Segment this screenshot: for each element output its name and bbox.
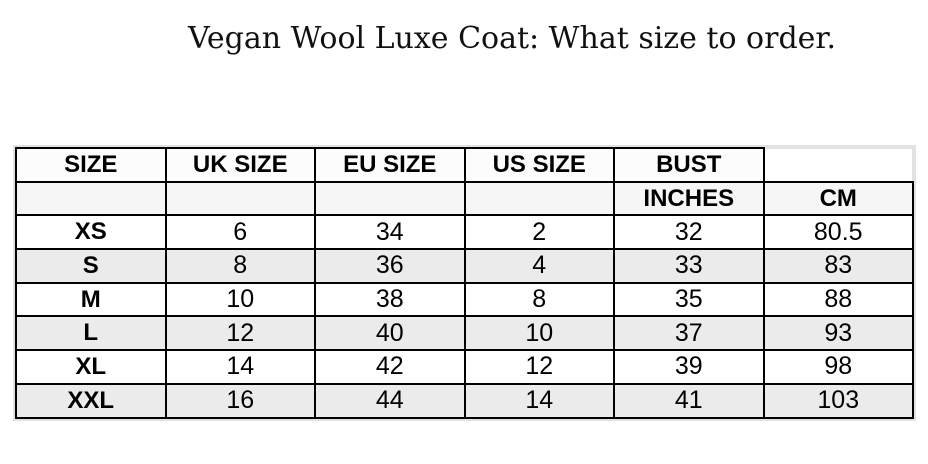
- cell-bust-inches: 39: [613, 349, 765, 385]
- cell-eu-size: 40: [314, 315, 466, 352]
- cell-us-size: 12: [463, 349, 615, 385]
- cell-bust-inches: 41: [613, 382, 765, 419]
- cell-eu-size: 36: [314, 248, 466, 284]
- cell-size: XS: [15, 214, 167, 251]
- cell-bust-cm: 88: [762, 281, 914, 318]
- header-cell-eu-size: EU SIZE: [314, 147, 466, 183]
- cell-size: M: [15, 281, 167, 318]
- cell-uk-size: 8: [164, 248, 316, 284]
- cell-uk-size: 10: [164, 281, 316, 318]
- header-cell-bust: BUST: [613, 147, 765, 183]
- cell-size: XXL: [15, 382, 167, 419]
- cell-bust-inches: 32: [613, 214, 765, 251]
- cell-uk-size: 14: [164, 349, 316, 385]
- header2-cell-inches: INCHES: [613, 180, 765, 217]
- cell-size: L: [15, 315, 167, 352]
- header-cell-uk-size: UK SIZE: [164, 147, 316, 183]
- size-chart: SIZE UK SIZE EU SIZE US SIZE BUST INCHES…: [13, 145, 916, 421]
- header-row-1: SIZE UK SIZE EU SIZE US SIZE BUST: [15, 147, 914, 183]
- row-s: S 8 36 4 33 83: [15, 248, 914, 284]
- header-cell-size: SIZE: [15, 147, 167, 183]
- header2-cell-empty-uk: [164, 180, 316, 217]
- header-cell-empty: [762, 147, 914, 183]
- header2-cell-cm: CM: [762, 180, 914, 217]
- cell-bust-inches: 37: [613, 315, 765, 352]
- cell-uk-size: 12: [164, 315, 316, 352]
- size-chart-table: SIZE UK SIZE EU SIZE US SIZE BUST INCHES…: [15, 147, 914, 419]
- row-l: L 12 40 10 37 93: [15, 315, 914, 352]
- cell-bust-cm: 98: [762, 349, 914, 385]
- header2-cell-empty-eu: [314, 180, 466, 217]
- header-row-2: INCHES CM: [15, 180, 914, 217]
- row-xl: XL 14 42 12 39 98: [15, 349, 914, 385]
- cell-eu-size: 34: [314, 214, 466, 251]
- cell-bust-cm: 103: [762, 382, 914, 419]
- cell-uk-size: 16: [164, 382, 316, 419]
- cell-bust-inches: 33: [613, 248, 765, 284]
- page-title: Vegan Wool Luxe Coat: What size to order…: [187, 21, 837, 56]
- cell-size: XL: [15, 349, 167, 385]
- row-xs: XS 6 34 2 32 80.5: [15, 214, 914, 251]
- cell-us-size: 8: [463, 281, 615, 318]
- row-m: M 10 38 8 35 88: [15, 281, 914, 318]
- cell-bust-cm: 80.5: [762, 214, 914, 251]
- cell-bust-cm: 83: [762, 248, 914, 284]
- header-cell-us-size: US SIZE: [463, 147, 615, 183]
- cell-us-size: 2: [463, 214, 615, 251]
- cell-us-size: 4: [463, 248, 615, 284]
- row-xxl: XXL 16 44 14 41 103: [15, 382, 914, 419]
- cell-eu-size: 44: [314, 382, 466, 419]
- cell-bust-inches: 35: [613, 281, 765, 318]
- cell-size: S: [15, 248, 167, 284]
- header2-cell-empty-size: [15, 180, 167, 217]
- cell-uk-size: 6: [164, 214, 316, 251]
- cell-eu-size: 42: [314, 349, 466, 385]
- cell-us-size: 14: [463, 382, 615, 419]
- cell-eu-size: 38: [314, 281, 466, 318]
- cell-bust-cm: 93: [762, 315, 914, 352]
- header2-cell-empty-us: [463, 180, 615, 217]
- cell-us-size: 10: [463, 315, 615, 352]
